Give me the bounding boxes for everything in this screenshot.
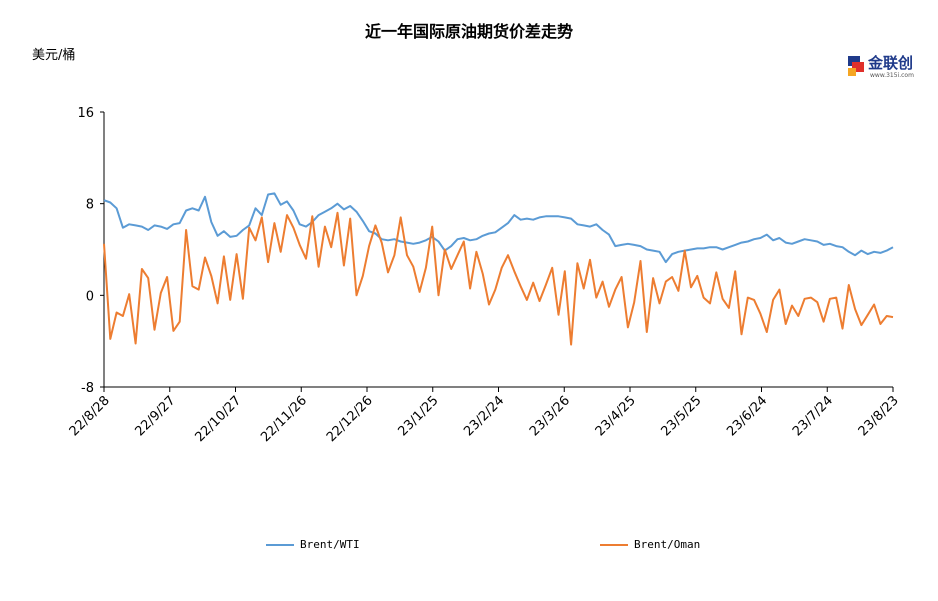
- legend-label-brent-oman: Brent/Oman: [634, 538, 701, 551]
- chart-title: 近一年国际原油期货价差走势: [364, 22, 573, 41]
- y-axis-unit-label: 美元/桶: [32, 48, 76, 63]
- x-tick-label: 23/6/24: [724, 393, 770, 439]
- legend-item-brent-oman: Brent/Oman: [600, 538, 700, 551]
- series-line-brent-oman: [103, 211, 894, 346]
- x-tick-label: 23/1/25: [396, 393, 442, 439]
- x-tick-label: 22/11/26: [258, 393, 310, 445]
- y-tick-label: 8: [86, 198, 94, 213]
- x-tick-label: 23/5/25: [659, 393, 705, 439]
- x-tick-label: 23/2/24: [461, 393, 507, 439]
- x-tick-label: 23/8/23: [856, 393, 902, 439]
- x-tick-label: 23/4/25: [593, 393, 639, 439]
- legend-swatch-brent-oman: [600, 543, 628, 546]
- x-tick-label: 23/7/24: [790, 393, 836, 439]
- legend: Brent/WTI Brent/Oman: [0, 538, 938, 558]
- series-layer: [103, 192, 894, 346]
- x-tick-label: 22/10/27: [192, 393, 244, 445]
- logo-text: 金联创: [868, 54, 914, 72]
- x-tick-label: 22/12/26: [324, 393, 376, 445]
- brand-logo: 金联创 www.315i.com: [846, 50, 918, 84]
- x-tick-label: 23/3/26: [527, 393, 573, 439]
- series-line-brent-wti: [103, 192, 894, 264]
- y-tick-label: 16: [77, 106, 94, 121]
- logo-mark-icon: [848, 56, 864, 76]
- x-tick-label: 22/8/28: [67, 393, 113, 439]
- legend-item-brent-wti: Brent/WTI: [266, 538, 360, 551]
- x-tick-label: 22/9/27: [133, 393, 179, 439]
- logo-url-text: www.315i.com: [870, 72, 914, 79]
- y-tick-label: 0: [86, 289, 94, 304]
- legend-swatch-brent-wti: [266, 543, 294, 546]
- y-tick-label: -8: [81, 381, 94, 396]
- legend-label-brent-wti: Brent/WTI: [300, 538, 360, 551]
